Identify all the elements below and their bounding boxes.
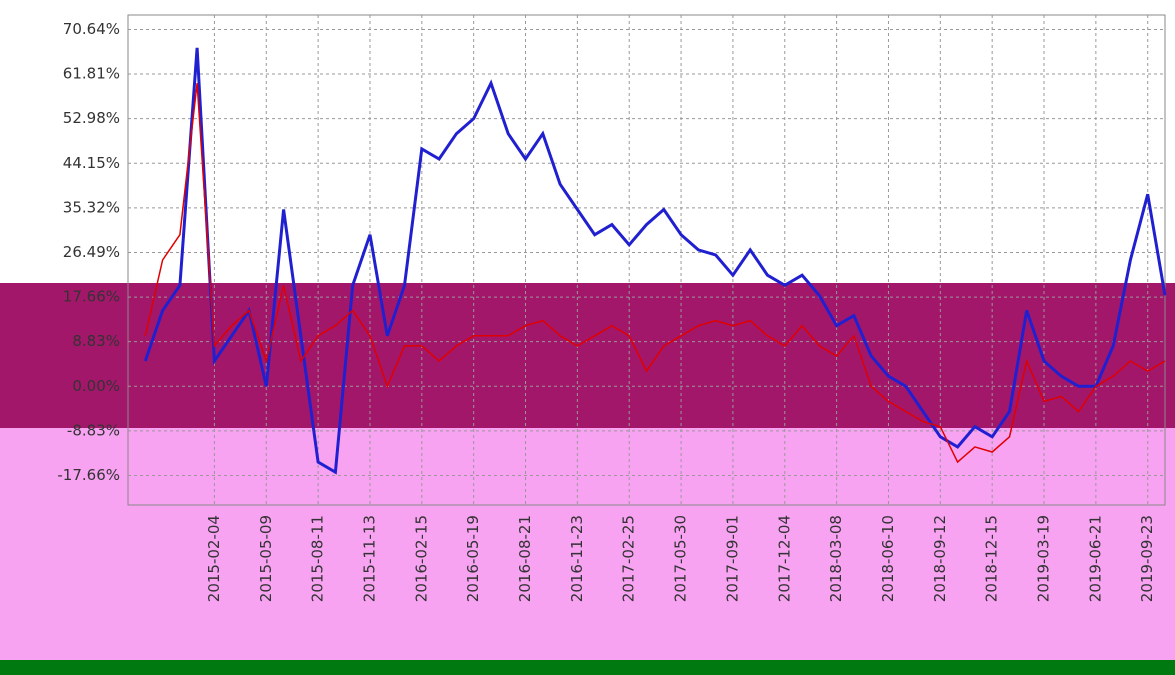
y-tick-label: 8.83%	[72, 332, 120, 350]
x-tick-label: 2017-12-04	[775, 515, 793, 602]
x-tick-label: 2016-02-15	[412, 515, 430, 602]
x-tick-label: 2018-09-12	[931, 515, 949, 602]
x-tick-label: 2015-02-04	[205, 515, 223, 602]
glitch-band	[0, 660, 1175, 675]
y-tick-label: 17.66%	[63, 288, 120, 306]
x-tick-label: 2018-03-08	[827, 515, 845, 602]
x-tick-label: 2016-05-19	[464, 515, 482, 602]
x-tick-label: 2015-05-09	[257, 515, 275, 602]
page: {"chart_data": {"type": "line", "categor…	[0, 0, 1175, 675]
y-tick-label: -17.66%	[57, 466, 120, 484]
y-tick-label: 44.15%	[63, 154, 120, 172]
x-tick-label: 2017-02-25	[620, 515, 638, 602]
x-tick-label: 2018-06-10	[879, 515, 897, 602]
y-tick-label: 52.98%	[63, 109, 120, 127]
y-tick-label: 0.00%	[72, 377, 120, 395]
x-tick-label: 2017-05-30	[672, 515, 690, 602]
chart: 70.64% 61.81% 52.98% 44.15% 35.32% 26.49% 17.6…	[0, 0, 1175, 675]
x-tick-label: 2016-08-21	[516, 515, 534, 602]
x-tick-label: 2018-12-15	[983, 515, 1001, 602]
x-tick-label: 2019-03-19	[1035, 515, 1053, 602]
x-tick-label: 2019-06-21	[1086, 515, 1104, 602]
y-tick-label: 61.81%	[63, 65, 120, 83]
x-tick-label: 2017-09-01	[723, 515, 741, 602]
y-tick-label: -8.83%	[67, 421, 120, 439]
x-tick-label: 2015-11-13	[360, 515, 378, 602]
x-tick-label: 2016-11-23	[568, 515, 586, 602]
y-tick-label: 26.49%	[63, 243, 120, 261]
glitch-band	[0, 283, 1175, 428]
y-tick-label: 35.32%	[63, 198, 120, 216]
x-tick-label: 2015-08-11	[309, 515, 327, 602]
x-tick-label: 2019-09-23	[1138, 515, 1156, 602]
y-tick-label: 70.64%	[63, 20, 120, 38]
